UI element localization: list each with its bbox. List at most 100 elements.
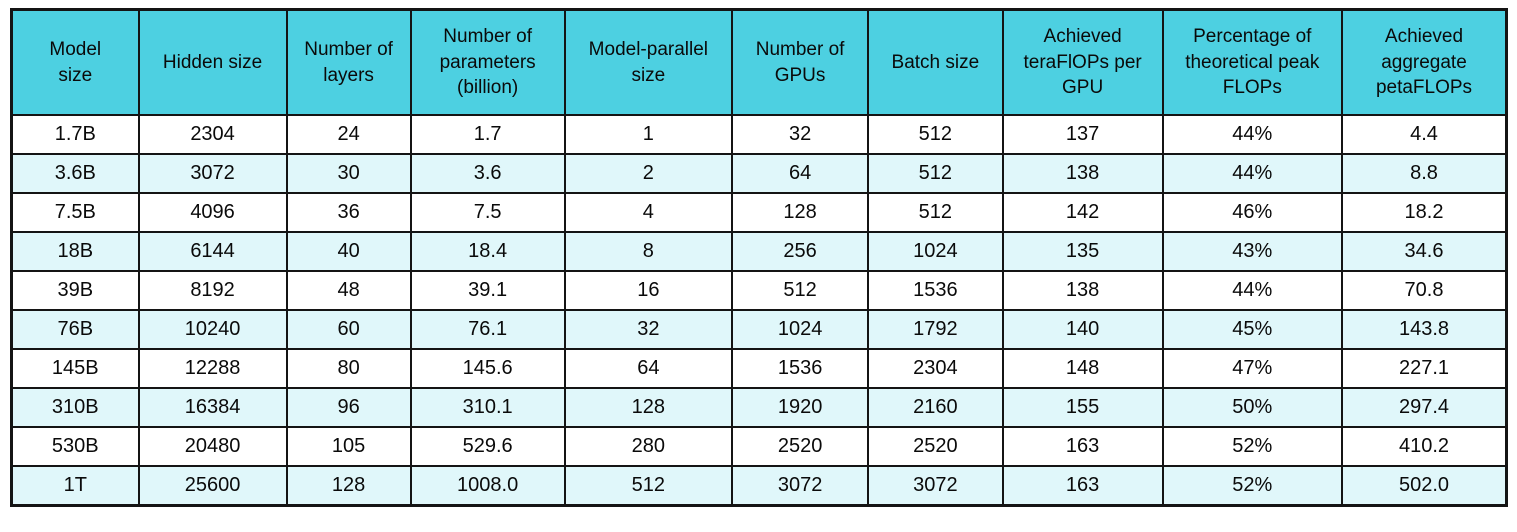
table-cell: 39B [10, 270, 140, 311]
table-cell: 43% [1161, 231, 1343, 272]
table-cell: 2520 [731, 426, 870, 467]
table-cell: 16384 [137, 387, 288, 428]
column-header-label: Percentage of theoretical peak FLOPs [1185, 26, 1320, 99]
table-cell: 163 [1001, 465, 1164, 507]
column-header-label: Model size [49, 38, 102, 86]
table-cell: 46% [1161, 192, 1343, 233]
table-cell: 47% [1161, 348, 1343, 389]
table-cell: 52% [1161, 465, 1343, 507]
table-cell: 45% [1161, 309, 1343, 350]
table-cell: 76B [10, 309, 140, 350]
table-cell: 20480 [137, 426, 288, 467]
column-header-8: Percentage of theoretical peak FLOPs [1161, 8, 1343, 116]
table-cell: 30 [285, 153, 412, 194]
table-cell: 145B [10, 348, 140, 389]
table-row: 76B 10240 60 76.1 32 1024 1792 140 45% 143.8 [10, 309, 1508, 350]
table-cell: 18B [10, 231, 140, 272]
table-cell: 310B [10, 387, 140, 428]
table-cell: 70.8 [1340, 270, 1508, 311]
table-cell: 128 [563, 387, 734, 428]
table-cell: 8 [563, 231, 734, 272]
table-cell: 18.2 [1340, 192, 1508, 233]
table-cell: 36 [285, 192, 412, 233]
column-header-2: Number of layers [285, 8, 412, 116]
table-cell: 2 [563, 153, 734, 194]
table-cell: 148 [1001, 348, 1164, 389]
table-cell: 1536 [731, 348, 870, 389]
table-cell: 1920 [731, 387, 870, 428]
table-cell: 155 [1001, 387, 1164, 428]
table-row: 18B 6144 40 18.4 8 256 1024 135 43% 34.6 [10, 231, 1508, 272]
table-cell: 2520 [867, 426, 1004, 467]
table-cell: 3072 [867, 465, 1004, 507]
table-cell: 80 [285, 348, 412, 389]
table-cell: 25600 [137, 465, 288, 507]
table-cell: 3072 [731, 465, 870, 507]
table-cell: 1.7 [409, 114, 566, 155]
table-cell: 7.5 [409, 192, 566, 233]
table-cell: 50% [1161, 387, 1343, 428]
table-cell: 3072 [137, 153, 288, 194]
table-cell: 8192 [137, 270, 288, 311]
column-header-0: Model size [10, 8, 140, 116]
table-cell: 16 [563, 270, 734, 311]
table-cell: 512 [867, 192, 1004, 233]
table-cell: 280 [563, 426, 734, 467]
table-cell: 4 [563, 192, 734, 233]
table-cell: 2304 [137, 114, 288, 155]
table-row: 39B 8192 48 39.1 16 512 1536 138 44% 70.8 [10, 270, 1508, 311]
table-cell: 3.6B [10, 153, 140, 194]
table-row: 1T 25600 128 1008.0 512 3072 3072 163 52% 502.0 [10, 465, 1508, 507]
table-cell: 1536 [867, 270, 1004, 311]
table-cell: 2160 [867, 387, 1004, 428]
table-cell: 76.1 [409, 309, 566, 350]
header-row: Model size Hidden size Number of layers Num… [10, 8, 1508, 116]
table-row: 1.7B 2304 24 1.7 1 32 512 137 44% 4.4 [10, 114, 1508, 155]
table-cell: 140 [1001, 309, 1164, 350]
table-cell: 138 [1001, 270, 1164, 311]
table-cell: 135 [1001, 231, 1164, 272]
column-header-5: Number of GPUs [731, 8, 870, 116]
table-cell: 32 [563, 309, 734, 350]
column-header-label: Hidden size [162, 51, 263, 73]
table-cell: 529.6 [409, 426, 566, 467]
table-cell: 530B [10, 426, 140, 467]
table-cell: 137 [1001, 114, 1164, 155]
column-header-1: Hidden size [137, 8, 288, 116]
column-header-9: Achieved aggregate petaFLOPs [1340, 8, 1508, 116]
table-cell: 32 [731, 114, 870, 155]
table-cell: 128 [731, 192, 870, 233]
table-cell: 1024 [731, 309, 870, 350]
table-cell: 44% [1161, 153, 1343, 194]
column-header-label: Number of layers [304, 38, 393, 86]
table-cell: 145.6 [409, 348, 566, 389]
table-cell: 39.1 [409, 270, 566, 311]
column-header-label: Model-parallel size [588, 38, 709, 86]
table-cell: 6144 [137, 231, 288, 272]
table-cell: 410.2 [1340, 426, 1508, 467]
table-row: 7.5B 4096 36 7.5 4 128 512 142 46% 18.2 [10, 192, 1508, 233]
table-cell: 48 [285, 270, 412, 311]
table-cell: 1008.0 [409, 465, 566, 507]
table-cell: 64 [731, 153, 870, 194]
table-cell: 60 [285, 309, 412, 350]
column-header-3: Number of parameters (billion) [409, 8, 566, 116]
table-cell: 34.6 [1340, 231, 1508, 272]
table-cell: 44% [1161, 270, 1343, 311]
column-header-7: Achieved teraFlOPs per GPU [1001, 8, 1164, 116]
table-cell: 44% [1161, 114, 1343, 155]
table-cell: 52% [1161, 426, 1343, 467]
table-cell: 12288 [137, 348, 288, 389]
column-header-label: Achieved teraFlOPs per GPU [1023, 26, 1142, 99]
table-cell: 1 [563, 114, 734, 155]
table-cell: 512 [867, 114, 1004, 155]
column-header-label: Number of parameters (billion) [439, 26, 536, 99]
table-cell: 24 [285, 114, 412, 155]
table-cell: 1T [10, 465, 140, 507]
model-scaling-table: Model size Hidden size Number of layers Num… [10, 8, 1508, 507]
table-row: 310B 16384 96 310.1 128 1920 2160 155 50% 297.4 [10, 387, 1508, 428]
table-cell: 1.7B [10, 114, 140, 155]
table-cell: 105 [285, 426, 412, 467]
table-cell: 138 [1001, 153, 1164, 194]
table-cell: 8.8 [1340, 153, 1508, 194]
